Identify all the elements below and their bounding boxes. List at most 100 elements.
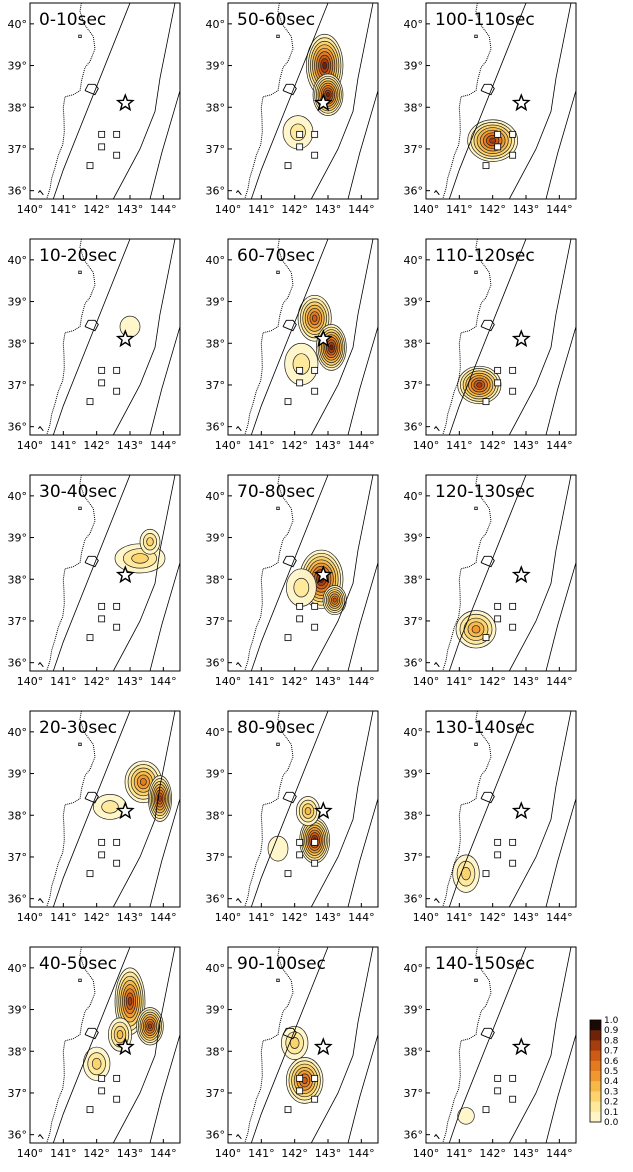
colorbar: 1.00.90.80.70.60.50.40.30.20.10.0 — [589, 1016, 619, 1128]
lon-tick-label: 144° — [348, 911, 375, 924]
island-outline — [480, 319, 495, 332]
lon-tick-label: 140° — [17, 203, 44, 216]
colorbar-segment — [590, 1101, 601, 1113]
lon-tick-label: 142° — [479, 439, 506, 452]
station-marker — [474, 506, 478, 511]
lat-tick-label: 36° — [404, 421, 424, 434]
lat-tick-label: 36° — [8, 1129, 28, 1142]
colorbar-tick-label: 0.1 — [604, 1108, 618, 1118]
station-marker — [509, 366, 517, 374]
island-outline — [282, 1027, 297, 1040]
lon-tick-label: 141° — [50, 675, 77, 688]
lon-tick-label: 144° — [546, 439, 573, 452]
epicenter-star-icon — [511, 1037, 531, 1056]
slip-contour — [91, 1057, 102, 1070]
lat-tick-label: 37° — [206, 851, 226, 864]
coastline-south — [235, 897, 242, 904]
lon-tick-label: 142° — [281, 1147, 308, 1160]
plate-line — [347, 562, 378, 671]
station-marker — [509, 1074, 517, 1082]
lon-tick-label: 141° — [446, 911, 473, 924]
lat-tick-label: 38° — [404, 573, 424, 586]
lon-tick-label: 144° — [150, 203, 177, 216]
colorbar-tick-label: 0.9 — [604, 1026, 619, 1036]
station-marker — [494, 366, 502, 374]
colorbar-segment — [590, 1071, 601, 1082]
station-marker — [474, 742, 478, 747]
station-marker — [494, 838, 502, 846]
lat-tick-label: 39° — [206, 1004, 226, 1017]
trench-line — [112, 239, 176, 435]
coastline-south — [37, 189, 44, 196]
station-marker — [113, 366, 121, 374]
colorbar-tick-label: 0.3 — [604, 1087, 618, 1097]
slip-contour — [322, 61, 328, 70]
colorbar-tick-label: 0.6 — [604, 1057, 619, 1067]
coastline — [46, 947, 96, 1143]
lat-tick-label: 37° — [206, 615, 226, 628]
depth-contour — [448, 711, 527, 907]
coastline — [46, 3, 96, 199]
lon-tick-label: 141° — [248, 439, 275, 452]
station-marker — [296, 615, 304, 623]
trench-line — [508, 239, 572, 435]
colorbar-segment — [590, 1081, 601, 1092]
lon-tick-label: 142° — [479, 203, 506, 216]
lon-tick-label: 144° — [150, 439, 177, 452]
station-marker — [296, 379, 304, 387]
panel-time-label: 20-30sec — [39, 718, 117, 738]
colorbar-tick-label: 0.8 — [604, 1036, 619, 1046]
island-outline — [282, 319, 297, 332]
lon-tick-label: 140° — [215, 675, 242, 688]
coastline — [244, 475, 294, 671]
plate-line — [545, 90, 576, 199]
lon-tick-label: 144° — [348, 439, 375, 452]
panel-time-label: 80-90sec — [237, 718, 315, 738]
slip-contour — [116, 1030, 124, 1040]
station-marker — [311, 623, 319, 631]
station-marker — [311, 602, 319, 610]
lon-tick-label: 141° — [248, 1147, 275, 1160]
epicenter-star-icon — [313, 801, 333, 820]
slip-contour — [489, 137, 497, 144]
lon-tick-label: 142° — [83, 1147, 110, 1160]
lat-tick-label: 38° — [206, 1045, 226, 1058]
epicenter-star-icon — [115, 565, 135, 584]
lon-tick-label: 143° — [513, 1147, 540, 1160]
lat-tick-label: 38° — [8, 337, 28, 350]
colorbar-segment — [590, 1030, 601, 1041]
lat-tick-label: 36° — [404, 657, 424, 670]
plate-line — [149, 798, 180, 907]
station-marker — [86, 634, 94, 642]
lat-tick-label: 39° — [404, 532, 424, 545]
coastline — [46, 711, 96, 907]
panel-time-label: 10-20sec — [39, 246, 117, 266]
station-marker — [98, 851, 106, 859]
lat-tick-label: 40° — [206, 490, 226, 503]
slip-contour — [476, 382, 483, 388]
map-panel: 140° 141° 142° 143° 144° 40° 39° 38° 37° 36° 140-1… — [404, 946, 577, 1160]
station-marker — [482, 634, 490, 642]
epicenter-star-icon — [115, 1037, 135, 1056]
lat-tick-label: 40° — [206, 962, 226, 975]
slip-contour — [457, 1107, 475, 1125]
lat-tick-label: 38° — [404, 337, 424, 350]
map-panel: 140° 141° 142° 143° 144° 40° 39° 38° 37° 36° 0-10s… — [8, 2, 181, 216]
station-marker — [78, 270, 82, 275]
slip-contour — [471, 625, 481, 634]
coastline-south — [433, 1133, 440, 1140]
station-marker — [98, 130, 106, 138]
epicenter-star-icon — [313, 1037, 333, 1056]
station-marker — [113, 838, 121, 846]
station-marker — [494, 1087, 502, 1095]
station-marker — [494, 1074, 502, 1082]
epicenter-star-icon — [511, 801, 531, 820]
depth-contour — [448, 475, 527, 671]
colorbar-tick-label: 0.4 — [604, 1077, 619, 1087]
coastline — [244, 239, 294, 435]
lon-tick-label: 144° — [546, 203, 573, 216]
trench-line — [508, 711, 572, 907]
lat-tick-label: 40° — [8, 490, 28, 503]
lat-tick-label: 40° — [404, 18, 424, 31]
